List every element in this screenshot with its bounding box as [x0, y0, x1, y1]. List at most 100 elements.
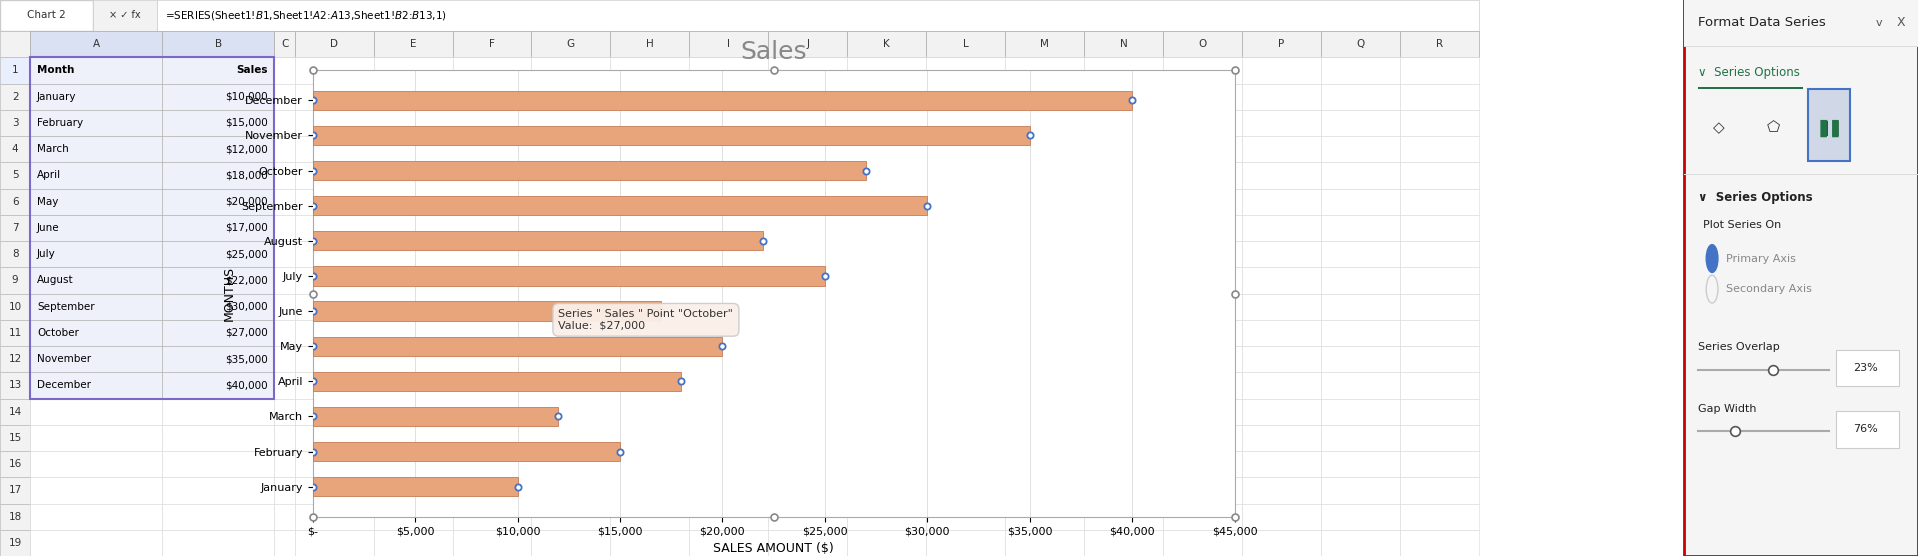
Bar	[1162, 57, 1241, 83]
Bar	[769, 188, 848, 215]
Text: 8: 8	[12, 249, 19, 259]
Bar	[313, 91, 1132, 110]
Bar	[161, 425, 274, 451]
Text: 9: 9	[12, 275, 19, 285]
Bar	[1322, 31, 1400, 57]
Bar	[1084, 530, 1162, 556]
Bar	[1400, 267, 1479, 294]
Bar	[1684, 174, 1918, 175]
Bar	[295, 31, 374, 57]
Bar	[531, 136, 610, 162]
Bar	[31, 294, 161, 320]
Bar	[926, 83, 1005, 110]
Bar	[274, 162, 295, 188]
Bar	[1400, 294, 1479, 320]
Bar	[374, 451, 453, 477]
Bar	[295, 346, 374, 373]
Bar	[295, 373, 374, 399]
Bar	[531, 530, 610, 556]
Bar	[453, 373, 531, 399]
Bar	[1005, 83, 1084, 110]
Bar	[531, 346, 610, 373]
Text: =SERIES(Sheet1!$B$1,Sheet1!$A$2:$A$13,Sheet1!$B$2:$B$13,1): =SERIES(Sheet1!$B$1,Sheet1!$A$2:$A$13,Sh…	[165, 9, 447, 22]
Bar	[769, 57, 848, 83]
Bar	[453, 425, 531, 451]
Bar	[374, 110, 453, 136]
Text: 13: 13	[8, 380, 21, 390]
Text: July: July	[36, 249, 56, 259]
Bar	[531, 267, 610, 294]
Bar	[0, 504, 31, 530]
Bar	[1084, 373, 1162, 399]
Bar	[848, 267, 926, 294]
Bar	[374, 373, 453, 399]
Bar	[1322, 110, 1400, 136]
Bar	[1005, 215, 1084, 241]
Bar	[1241, 110, 1322, 136]
Bar	[313, 301, 662, 321]
Bar	[374, 425, 453, 451]
Bar	[1005, 241, 1084, 267]
Bar	[848, 57, 926, 83]
Text: 18: 18	[8, 512, 21, 522]
Bar	[161, 320, 274, 346]
Text: June: June	[36, 223, 59, 233]
Bar	[1241, 215, 1322, 241]
Text: B: B	[215, 39, 222, 49]
Text: $35,000: $35,000	[224, 354, 269, 364]
Bar	[374, 83, 453, 110]
Text: $10,000: $10,000	[224, 92, 269, 102]
Bar	[1162, 136, 1241, 162]
Bar	[689, 477, 769, 504]
Bar	[295, 425, 374, 451]
Bar	[313, 407, 558, 426]
Bar	[1684, 0, 1918, 46]
Bar	[161, 451, 274, 477]
Bar	[161, 215, 274, 241]
Bar	[1400, 399, 1479, 425]
Bar	[453, 294, 531, 320]
Bar	[1241, 294, 1322, 320]
Bar	[1322, 241, 1400, 267]
Bar	[0, 241, 31, 267]
Bar	[689, 136, 769, 162]
Bar	[313, 371, 681, 391]
Bar	[689, 215, 769, 241]
Bar	[1005, 31, 1084, 57]
Bar	[0, 31, 31, 57]
Bar	[161, 188, 274, 215]
Bar	[848, 162, 926, 188]
Bar	[453, 110, 531, 136]
Bar	[926, 241, 1005, 267]
Text: Format Data Series: Format Data Series	[1697, 16, 1826, 29]
Bar	[1084, 425, 1162, 451]
Bar	[1241, 373, 1322, 399]
Text: A: A	[92, 39, 100, 49]
Text: ▐▐: ▐▐	[1814, 120, 1839, 136]
Bar	[313, 196, 926, 215]
Bar	[848, 136, 926, 162]
Bar	[453, 83, 531, 110]
Bar	[274, 425, 295, 451]
Bar	[0, 215, 31, 241]
Bar	[1162, 31, 1241, 57]
Bar	[295, 110, 374, 136]
Bar	[769, 215, 848, 241]
Text: ▐▐: ▐▐	[1814, 119, 1839, 137]
Bar	[0, 267, 31, 294]
Text: ▽: ▽	[1109, 128, 1118, 141]
Bar	[610, 399, 689, 425]
Bar	[274, 83, 295, 110]
Bar	[453, 477, 531, 504]
Bar	[1400, 83, 1479, 110]
Bar	[1400, 110, 1479, 136]
Bar	[848, 188, 926, 215]
Bar	[313, 442, 620, 461]
Bar	[531, 294, 610, 320]
Text: Gap Width: Gap Width	[1697, 404, 1757, 414]
Bar	[295, 136, 374, 162]
Bar	[769, 425, 848, 451]
Title: Sales: Sales	[740, 40, 807, 64]
Bar	[531, 425, 610, 451]
Bar	[313, 477, 518, 497]
